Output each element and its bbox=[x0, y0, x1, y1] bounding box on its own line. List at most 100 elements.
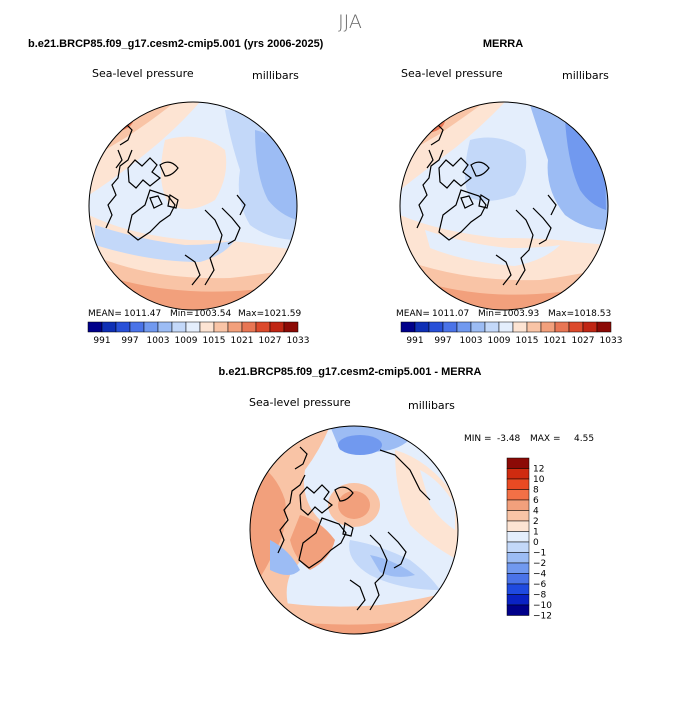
colorbar-swatch bbox=[213, 321, 229, 333]
colorbar-swatch bbox=[506, 573, 530, 585]
colorbar-swatch bbox=[596, 321, 612, 333]
panel2-min-label: Min= bbox=[478, 309, 502, 319]
colorbar-swatch bbox=[506, 604, 530, 616]
colorbar-swatch bbox=[498, 321, 514, 333]
colorbar-swatch bbox=[506, 552, 530, 564]
colorbar-swatch bbox=[456, 321, 472, 333]
colorbar-swatch bbox=[414, 321, 430, 333]
colorbar-swatch bbox=[269, 321, 285, 333]
colorbar-swatch bbox=[506, 541, 530, 553]
colorbar-swatch bbox=[199, 321, 215, 333]
colorbar-tick-label: 8 bbox=[533, 486, 539, 496]
panel1-min-label: Min= bbox=[170, 309, 194, 319]
panel1-mean-label: MEAN= bbox=[88, 309, 122, 319]
colorbar-tick-label: 6 bbox=[533, 496, 539, 506]
colorbar-swatch bbox=[442, 321, 458, 333]
colorbar-tick-label: −2 bbox=[533, 559, 546, 569]
colorbar-swatch bbox=[540, 321, 556, 333]
colorbar-swatch bbox=[506, 562, 530, 574]
colorbar-swatch bbox=[129, 321, 145, 333]
colorbar-tick-label: 1015 bbox=[516, 336, 539, 346]
season-title: JJA bbox=[338, 11, 362, 33]
colorbar-tick-label: 1033 bbox=[287, 336, 310, 346]
colorbar-swatch bbox=[506, 520, 530, 532]
colorbar-swatch bbox=[568, 321, 584, 333]
panel2-min-value: 1003.93 bbox=[502, 309, 539, 319]
panel2-mean-label: MEAN= bbox=[396, 309, 430, 319]
panel2-mean-value: 1011.07 bbox=[432, 309, 469, 319]
colorbar-tick-label: 991 bbox=[406, 336, 423, 346]
panel2-max-label: Max= bbox=[548, 309, 574, 319]
colorbar-tick-label: −4 bbox=[533, 570, 547, 580]
colorbar-tick-label: −6 bbox=[533, 580, 547, 590]
colorbar-tick-label: 1027 bbox=[572, 336, 595, 346]
colorbar-tick-label: 1015 bbox=[203, 336, 226, 346]
colorbar-tick-label: 991 bbox=[93, 336, 110, 346]
colorbar-model: 991 997 1003 1009 1015 1021 1027 1033 bbox=[87, 321, 310, 346]
colorbar-tick-label: −12 bbox=[533, 612, 552, 622]
colorbar-swatch bbox=[470, 321, 486, 333]
colorbar-tick-label: 2 bbox=[533, 517, 539, 527]
colorbar-swatch bbox=[582, 321, 598, 333]
colorbar-tick-label: 10 bbox=[533, 475, 545, 485]
colorbar-swatch bbox=[227, 321, 243, 333]
panel3-max-value: 4.55 bbox=[574, 434, 594, 444]
colorbar-swatch bbox=[506, 499, 530, 511]
colorbar-swatch bbox=[171, 321, 187, 333]
colorbar-swatch bbox=[115, 321, 131, 333]
colorbar-swatch bbox=[506, 583, 530, 595]
panel3-max-label: MAX = bbox=[530, 434, 561, 444]
colorbar-tick-label: 1021 bbox=[544, 336, 567, 346]
colorbar-swatch bbox=[506, 468, 530, 480]
panel2-stats: MEAN= 1011.07 Min= 1003.93 Max= 1018.53 bbox=[396, 309, 611, 319]
colorbar-swatch bbox=[506, 531, 530, 543]
colorbar-swatch bbox=[185, 321, 201, 333]
colorbar-tick-label: 1003 bbox=[147, 336, 170, 346]
colorbar-tick-label: −8 bbox=[533, 591, 547, 601]
colorbar-swatch bbox=[506, 478, 530, 490]
panel1-mean-value: 1011.47 bbox=[124, 309, 161, 319]
panel3-units: millibars bbox=[408, 399, 455, 412]
panel2-units: millibars bbox=[562, 69, 609, 82]
colorbar-swatch bbox=[255, 321, 271, 333]
panel1-max-value: 1021.59 bbox=[264, 309, 301, 319]
colorbar-tick-label: 4 bbox=[533, 507, 539, 517]
colorbar-swatch bbox=[157, 321, 173, 333]
panel2-title: MERRA bbox=[483, 38, 523, 50]
map-merra bbox=[399, 101, 609, 311]
colorbar-tick-label: −10 bbox=[533, 601, 552, 611]
colorbar-tick-label: 1033 bbox=[600, 336, 623, 346]
panel1-title: b.e21.BRCP85.f09_g17.cesm2-cmip5.001 (yr… bbox=[28, 38, 324, 50]
colorbar-swatch bbox=[101, 321, 117, 333]
panel3-variable: Sea-level pressure bbox=[249, 396, 351, 409]
colorbar-tick-label: −1 bbox=[533, 549, 546, 559]
colorbar-swatch bbox=[87, 321, 103, 333]
panel1-variable: Sea-level pressure bbox=[92, 67, 194, 80]
colorbar-tick-label: 1 bbox=[533, 528, 539, 538]
colorbar-tick-label: 1009 bbox=[488, 336, 511, 346]
colorbar-tick-label: 0 bbox=[533, 538, 539, 548]
panel3-stats: MIN = -3.48 MAX = 4.55 bbox=[464, 434, 594, 444]
colorbar-tick-label: 1027 bbox=[259, 336, 282, 346]
colorbar-swatch bbox=[241, 321, 257, 333]
panel1-units: millibars bbox=[252, 69, 299, 82]
colorbar-tick-label: 1009 bbox=[175, 336, 198, 346]
colorbar-swatch bbox=[428, 321, 444, 333]
colorbar-swatch bbox=[506, 457, 530, 469]
panel3-min-value: -3.48 bbox=[497, 434, 521, 444]
panel1-stats: MEAN= 1011.47 Min= 1003.54 Max= 1021.59 bbox=[88, 309, 301, 319]
map-difference bbox=[249, 425, 459, 635]
colorbar-swatch bbox=[400, 321, 416, 333]
colorbar-swatch bbox=[283, 321, 299, 333]
colorbar-swatch bbox=[143, 321, 159, 333]
colorbar-swatch bbox=[512, 321, 528, 333]
panel1-min-value: 1003.54 bbox=[194, 309, 231, 319]
colorbar-swatch bbox=[506, 489, 530, 501]
panel1-max-label: Max= bbox=[238, 309, 264, 319]
map-model bbox=[88, 101, 298, 311]
colorbar-merra: 991 997 1003 1009 1015 1021 1027 1033 bbox=[400, 321, 623, 346]
panel2-variable: Sea-level pressure bbox=[401, 67, 503, 80]
colorbar-swatch bbox=[506, 510, 530, 522]
colorbar-swatch bbox=[484, 321, 500, 333]
